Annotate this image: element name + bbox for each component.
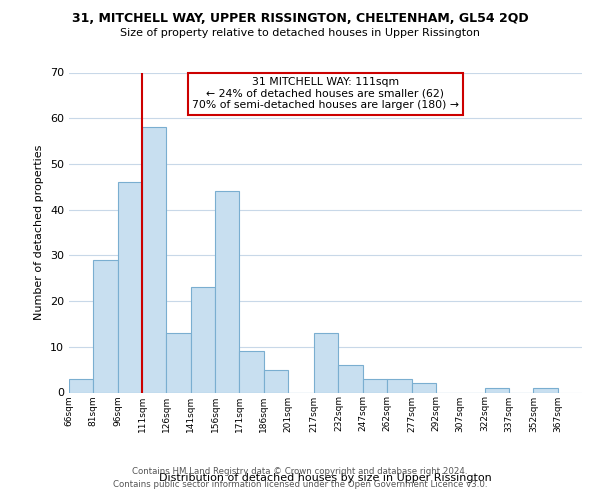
Bar: [166, 333, 191, 392]
Bar: [412, 384, 436, 392]
Bar: [338, 365, 363, 392]
X-axis label: Distribution of detached houses by size in Upper Rissington: Distribution of detached houses by size …: [159, 474, 492, 484]
Text: 31, MITCHELL WAY, UPPER RISSINGTON, CHELTENHAM, GL54 2QD: 31, MITCHELL WAY, UPPER RISSINGTON, CHEL…: [71, 12, 529, 26]
Bar: [387, 379, 412, 392]
Bar: [69, 379, 94, 392]
Bar: [363, 379, 387, 392]
Bar: [215, 192, 239, 392]
Text: Size of property relative to detached houses in Upper Rissington: Size of property relative to detached ho…: [120, 28, 480, 38]
Bar: [191, 288, 215, 393]
Text: 31 MITCHELL WAY: 111sqm
← 24% of detached houses are smaller (62)
70% of semi-de: 31 MITCHELL WAY: 111sqm ← 24% of detache…: [192, 78, 459, 110]
Bar: [533, 388, 557, 392]
Bar: [264, 370, 288, 392]
Text: Contains HM Land Registry data © Crown copyright and database right 2024.: Contains HM Land Registry data © Crown c…: [132, 467, 468, 476]
Text: Contains public sector information licensed under the Open Government Licence v3: Contains public sector information licen…: [113, 480, 487, 489]
Bar: [118, 182, 142, 392]
Bar: [142, 128, 166, 392]
Bar: [94, 260, 118, 392]
Y-axis label: Number of detached properties: Number of detached properties: [34, 145, 44, 320]
Bar: [485, 388, 509, 392]
Bar: [314, 333, 338, 392]
Bar: [239, 352, 264, 393]
